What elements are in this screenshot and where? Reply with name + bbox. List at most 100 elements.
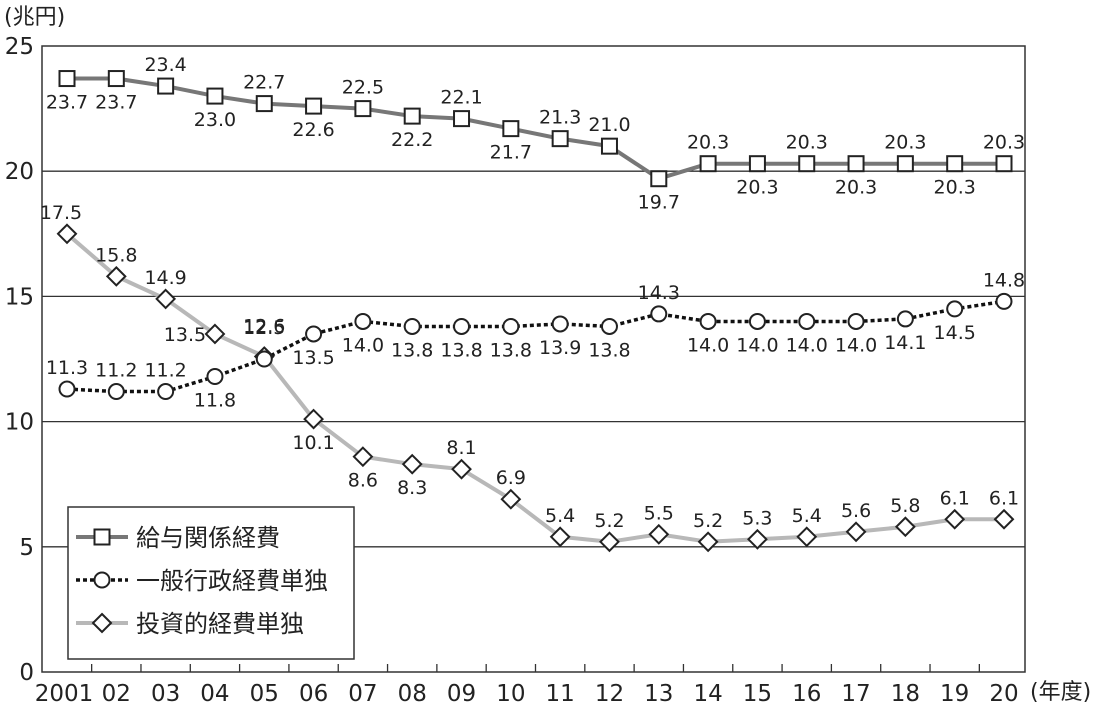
x-tick-label: 10 [496, 681, 525, 707]
y-tick-label: 10 [5, 410, 34, 436]
data-point-diamond [155, 288, 177, 310]
x-tick-label: 09 [447, 681, 476, 707]
data-point-square [305, 97, 323, 115]
data-point-square [93, 528, 111, 546]
data-point-circle [896, 310, 914, 328]
legend-label: 投資的経費単独 [136, 610, 304, 638]
data-point-circle [453, 317, 471, 335]
x-tick-label: 13 [644, 681, 673, 707]
y-tick-label: 20 [5, 159, 34, 185]
data-label: 22.7 [243, 72, 285, 94]
data-label: 23.7 [95, 92, 137, 114]
data-label: 5.8 [890, 495, 920, 517]
data-point-diamond [204, 323, 226, 345]
data-point-square [157, 77, 175, 95]
data-label: 22.6 [292, 119, 334, 141]
x-axis-unit-label: (年度) [1030, 680, 1091, 705]
y-axis-unit-label: (兆円) [4, 5, 65, 30]
data-point-circle [403, 317, 421, 335]
data-point-square [551, 130, 569, 148]
data-label: 22.5 [342, 77, 384, 99]
data-label: 14.9 [144, 267, 186, 289]
x-tick-label: 02 [102, 681, 131, 707]
data-label: 23.4 [144, 54, 186, 76]
x-tick-label: 07 [348, 681, 377, 707]
data-point-diamond [500, 488, 522, 510]
data-point-circle [798, 312, 816, 330]
data-label: 14.5 [934, 322, 976, 344]
data-label: 14.0 [342, 334, 384, 356]
data-point-diamond [944, 508, 966, 530]
data-point-square [699, 155, 717, 173]
data-point-square [847, 155, 865, 173]
data-label: 10.1 [292, 432, 334, 454]
y-tick-label: 15 [5, 284, 34, 310]
data-label: 20.3 [983, 132, 1025, 154]
data-label: 13.5 [164, 324, 206, 346]
data-label: 6.1 [989, 487, 1019, 509]
x-tick-label: 03 [151, 681, 180, 707]
legend-label: 給与関係経費 [136, 524, 280, 552]
data-label: 6.9 [496, 467, 526, 489]
data-point-circle [354, 312, 372, 330]
data-label: 19.7 [638, 192, 680, 214]
x-tick-label: 15 [743, 681, 772, 707]
y-tick-label: 25 [5, 34, 34, 60]
data-point-square [502, 120, 520, 138]
data-point-square [650, 170, 668, 188]
data-label: 13.8 [490, 339, 532, 361]
data-point-diamond [697, 531, 719, 553]
data-point-square [107, 70, 125, 88]
data-point-circle [847, 312, 865, 330]
data-point-square [453, 110, 471, 128]
x-tick-label: 05 [250, 681, 279, 707]
data-point-circle [206, 368, 224, 386]
x-tick-label: 06 [299, 681, 328, 707]
data-point-diamond [303, 408, 324, 430]
data-point-square [748, 155, 766, 173]
data-label: 13.8 [440, 339, 482, 361]
data-point-circle [551, 315, 569, 333]
data-label: 11.8 [194, 390, 236, 412]
data-label: 5.3 [742, 507, 772, 529]
data-label: 5.4 [792, 505, 822, 527]
data-point-square [896, 155, 914, 173]
data-point-diamond [796, 526, 818, 548]
data-point-circle [93, 571, 111, 589]
data-point-square [255, 95, 273, 113]
data-label: 5.6 [841, 500, 871, 522]
data-point-square [946, 155, 964, 173]
y-tick-label: 0 [19, 660, 34, 686]
data-label: 11.2 [95, 360, 137, 382]
data-label: 14.0 [786, 334, 828, 356]
data-label: 5.4 [545, 505, 575, 527]
data-point-diamond [648, 523, 670, 545]
data-label: 15.8 [95, 244, 137, 266]
data-label: 14.3 [638, 282, 680, 304]
data-label: 12.6 [243, 315, 285, 337]
data-label: 5.5 [644, 502, 674, 524]
data-point-diamond [845, 521, 867, 543]
data-point-square [206, 87, 224, 105]
data-point-circle [600, 317, 618, 335]
data-label: 11.2 [144, 360, 186, 382]
data-label: 11.3 [46, 357, 88, 379]
legend-box [67, 506, 355, 660]
data-label: 14.0 [835, 334, 877, 356]
data-label: 13.9 [539, 337, 581, 359]
data-label: 13.8 [588, 339, 630, 361]
data-label: 20.3 [786, 132, 828, 154]
data-point-diamond [105, 265, 127, 287]
data-label: 13.8 [391, 339, 433, 361]
data-point-circle [748, 312, 766, 330]
y-tick-label: 5 [19, 535, 34, 561]
data-label: 5.2 [594, 510, 624, 532]
x-tick-label: 18 [891, 681, 920, 707]
x-tick-label: 19 [940, 681, 969, 707]
data-point-circle [58, 380, 76, 398]
data-label: 14.0 [687, 334, 729, 356]
x-tick-label: 20 [989, 681, 1018, 707]
data-point-square [600, 137, 618, 155]
data-label: 22.1 [440, 87, 482, 109]
data-label: 20.3 [736, 177, 778, 199]
